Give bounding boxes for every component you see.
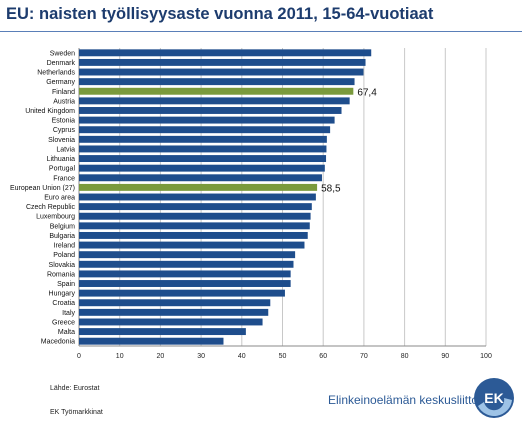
bar (79, 87, 354, 95)
category-label: Latvia (56, 146, 75, 153)
bar (79, 49, 372, 57)
x-tick-label: 70 (360, 353, 368, 358)
category-label: Bulgaria (49, 233, 75, 240)
bar (79, 241, 305, 249)
bar (79, 58, 366, 66)
category-label: Slovakia (49, 262, 76, 269)
category-label: Luxembourg (36, 214, 75, 221)
category-label: European Union (27) (10, 185, 75, 192)
category-label: Malta (58, 329, 75, 336)
category-label: Finland (52, 89, 75, 96)
x-tick-label: 40 (238, 353, 246, 358)
x-tick-label: 60 (319, 353, 327, 358)
category-label: Sweden (50, 50, 75, 57)
bar (79, 280, 291, 287)
bar (79, 212, 311, 220)
data-label: 67,4 (357, 87, 377, 98)
title-divider (0, 31, 522, 32)
x-tick-label: 0 (77, 353, 81, 358)
bar (79, 251, 296, 259)
bar (79, 231, 308, 239)
category-label: France (53, 175, 75, 182)
footer-credit: EK Työmarkkinat (50, 409, 103, 416)
bar (79, 260, 294, 268)
svg-text:EK: EK (484, 390, 503, 406)
bar (79, 68, 364, 76)
bar (79, 78, 355, 86)
category-label: United Kingdom (25, 108, 75, 115)
x-tick-label: 10 (116, 353, 124, 358)
x-tick-label: 30 (197, 353, 205, 358)
bar (79, 222, 310, 230)
bar (79, 155, 327, 163)
x-tick-label: 100 (480, 353, 492, 358)
category-label: Portugal (49, 166, 76, 173)
category-label: Czech Republic (26, 204, 76, 211)
x-tick-label: 80 (401, 353, 409, 358)
bar (79, 145, 327, 153)
category-label: Belgium (50, 223, 75, 230)
x-tick-label: 90 (441, 353, 449, 358)
category-label: Italy (62, 310, 75, 317)
x-tick-label: 20 (157, 353, 165, 358)
bar (79, 289, 285, 297)
chart-title: EU: naisten työllisyysaste vuonna 2011, … (6, 5, 434, 23)
bar (79, 270, 291, 278)
category-label: Cyprus (53, 127, 76, 134)
brand-name: Elinkeinoelämän keskusliitto (328, 393, 479, 407)
category-label: Macedonia (41, 339, 75, 346)
bar (79, 174, 322, 182)
category-label: Hungary (49, 291, 76, 298)
bar (79, 308, 269, 316)
category-label: Ireland (54, 243, 76, 250)
category-label: Netherlands (37, 70, 75, 77)
bar (79, 126, 331, 134)
category-label: Poland (53, 252, 75, 259)
bar (79, 135, 327, 143)
bar (79, 107, 342, 114)
bar (79, 328, 246, 336)
data-label: 58,5 (321, 183, 341, 194)
source-note: Lähde: Eurostat (50, 385, 100, 392)
bar (79, 203, 312, 211)
category-label: Austria (53, 98, 75, 105)
category-label: Greece (52, 319, 75, 326)
bar (79, 164, 325, 172)
bar (79, 97, 350, 105)
category-label: Estonia (52, 118, 75, 125)
x-tick-label: 50 (279, 353, 287, 358)
category-label: Germany (46, 79, 75, 86)
category-label: Spain (57, 281, 75, 288)
category-label: Euro area (44, 195, 75, 202)
category-label: Romania (47, 271, 75, 278)
category-label: Slovenia (48, 137, 75, 144)
category-label: Croatia (52, 300, 75, 307)
ek-logo-icon: EK (474, 378, 514, 418)
bar (79, 116, 335, 124)
bar (79, 193, 316, 201)
category-label: Denmark (47, 60, 76, 67)
category-label: Lithuania (47, 156, 76, 163)
bar (79, 318, 263, 326)
bar-chart: 0 10 20 30 40 50 60 70 80 90 100 Sweden Denmark Nethe… (10, 48, 492, 358)
bar (79, 299, 271, 307)
bar (79, 337, 224, 345)
bar (79, 183, 318, 191)
